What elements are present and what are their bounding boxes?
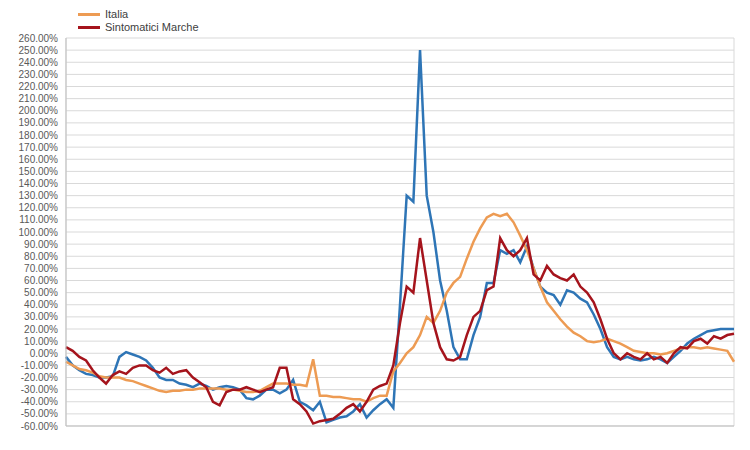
svg-text:200.00%: 200.00% <box>19 105 59 116</box>
svg-text:240.00%: 240.00% <box>19 57 59 68</box>
svg-text:140.00%: 140.00% <box>19 178 59 189</box>
svg-text:-40.00%: -40.00% <box>21 396 58 407</box>
svg-text:80.00%: 80.00% <box>24 251 58 262</box>
svg-text:-50.00%: -50.00% <box>21 408 58 419</box>
svg-text:-10.00%: -10.00% <box>21 360 58 371</box>
svg-text:-60.00%: -60.00% <box>21 421 58 432</box>
html-text:Sintomatici Marche: Sintomatici Marche <box>105 21 199 33</box>
svg-text:90.00%: 90.00% <box>24 239 58 250</box>
svg-text:250.00%: 250.00% <box>19 45 59 56</box>
svg-text:160.00%: 160.00% <box>19 154 59 165</box>
svg-text:70.00%: 70.00% <box>24 263 58 274</box>
svg-text:20.00%: 20.00% <box>24 324 58 335</box>
svg-text:190.00%: 190.00% <box>19 117 59 128</box>
svg-text:260.00%: 260.00% <box>19 33 59 44</box>
svg-text:150.00%: 150.00% <box>19 166 59 177</box>
svg-text:110.00%: 110.00% <box>19 214 58 225</box>
svg-text:50.00%: 50.00% <box>24 287 58 298</box>
svg-text:210.00%: 210.00% <box>19 93 59 104</box>
svg-text:0.00%: 0.00% <box>30 348 58 359</box>
svg-text:130.00%: 130.00% <box>19 190 59 201</box>
svg-text:30.00%: 30.00% <box>24 311 58 322</box>
svg-text:100.00%: 100.00% <box>19 227 59 238</box>
svg-text:180.00%: 180.00% <box>19 130 59 141</box>
html-text:Italia: Italia <box>105 8 129 20</box>
svg-text:10.00%: 10.00% <box>24 336 58 347</box>
svg-text:170.00%: 170.00% <box>19 142 59 153</box>
svg-text:220.00%: 220.00% <box>19 81 59 92</box>
svg-text:-30.00%: -30.00% <box>21 384 58 395</box>
svg-text:40.00%: 40.00% <box>24 299 58 310</box>
svg-text:60.00%: 60.00% <box>24 275 58 286</box>
svg-text:120.00%: 120.00% <box>19 202 59 213</box>
svg-text:-20.00%: -20.00% <box>21 372 58 383</box>
svg-text:230.00%: 230.00% <box>19 69 59 80</box>
